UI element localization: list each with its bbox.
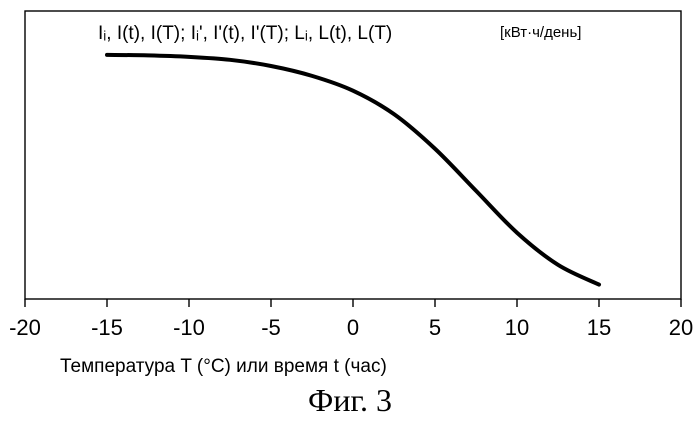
x-tick-label: 20 <box>669 315 693 340</box>
x-tick-label: -20 <box>9 315 41 340</box>
series-line <box>107 55 599 285</box>
x-tick-label: -15 <box>91 315 123 340</box>
y-axis-units: [кВт·ч/день] <box>500 24 581 41</box>
x-tick-label: -10 <box>173 315 205 340</box>
x-tick-label: 10 <box>505 315 529 340</box>
x-tick-label: 15 <box>587 315 611 340</box>
x-axis-label: Температура T (°C) или время t (час) <box>60 356 387 377</box>
x-axis-ticks <box>25 299 681 307</box>
figure-caption: Фиг. 3 <box>308 382 392 418</box>
y-axis-label: Iᵢ, I(t), I(T); Iᵢ', I'(t), I'(T); Lᵢ, L… <box>98 23 392 44</box>
x-tick-label: 5 <box>429 315 441 340</box>
x-tick-label: 0 <box>347 315 359 340</box>
x-tick-label: -5 <box>261 315 281 340</box>
x-axis-tick-labels: -20 -15 -10 -5 0 5 10 15 20 <box>9 315 693 340</box>
